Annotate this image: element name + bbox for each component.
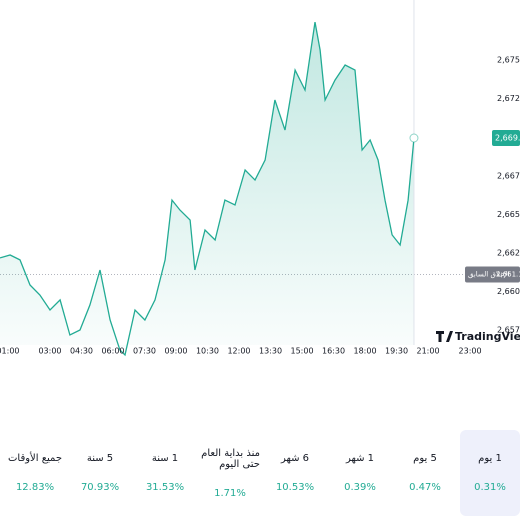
x-tick-label: 07:30 xyxy=(133,347,156,356)
period-tab[interactable]: منذ بداية العام حتى اليوم 1.71% xyxy=(200,430,260,516)
y-tick-label: 2,667.500 xyxy=(497,171,520,180)
period-change: 12.83% xyxy=(15,482,55,493)
price-line xyxy=(0,21,415,357)
x-tick-label: 06:00 xyxy=(101,347,124,356)
period-change: 0.31% xyxy=(474,482,506,493)
period-change: 0.47% xyxy=(409,482,441,493)
x-tick-label: 21:00 xyxy=(417,347,440,356)
prev-close-label: 2,661.105 xyxy=(496,271,520,279)
area-fill xyxy=(0,22,414,355)
y-tick-label: 2,657.500 xyxy=(497,326,520,335)
last-point xyxy=(409,133,419,143)
period-tab[interactable]: 5 يوم 0.47% xyxy=(395,430,455,516)
last-price-badge xyxy=(492,130,520,146)
period-label: 1 يوم xyxy=(478,453,502,464)
x-tick-label: 13:30 xyxy=(259,347,282,356)
period-tab[interactable]: 1 يوم 0.31% xyxy=(460,430,520,516)
period-change: 1.71% xyxy=(214,487,246,499)
y-tick-label: 2,665.000 xyxy=(497,210,520,219)
period-tab[interactable]: 5 سنة 70.93% xyxy=(70,430,130,516)
x-tick-label: 01:00 xyxy=(0,347,20,356)
x-tick-label: 23:00 xyxy=(459,347,482,356)
period-label: جميع الأوقات xyxy=(7,453,63,464)
period-label: 1 شهر xyxy=(345,453,375,464)
period-label: 6 شهر xyxy=(280,453,310,464)
prev-close-name: الإغلاق السابق xyxy=(468,271,510,279)
brand-text: TradingView xyxy=(455,330,520,343)
brand-icon xyxy=(436,331,453,342)
period-label: 5 يوم xyxy=(413,453,437,464)
x-tick-label: 12:00 xyxy=(227,347,250,356)
period-change: 0.39% xyxy=(344,482,376,493)
x-tick-label: 18:00 xyxy=(354,347,377,356)
period-label: 1 سنة xyxy=(151,453,179,464)
x-tick-label: 03:00 xyxy=(38,347,61,356)
x-tick-label: 10:30 xyxy=(196,347,219,356)
period-label: 5 سنة xyxy=(86,453,114,464)
x-tick-label: 19:30 xyxy=(385,347,408,356)
prev-close-badge xyxy=(465,266,520,283)
period-tab[interactable]: 1 سنة 31.53% xyxy=(135,430,195,516)
chart: 2,657.500 2,660.000 2,662.500 2,665.000 2,66… xyxy=(0,0,520,357)
period-tab[interactable]: 6 شهر 10.53% xyxy=(265,430,325,516)
period-tab[interactable]: 1 شهر 0.39% xyxy=(330,430,390,516)
x-tick-label: 15:00 xyxy=(290,347,313,356)
x-tick-label: 16:30 xyxy=(322,347,345,356)
performance-bar: 1 يوم 0.31% 5 يوم 0.47% 1 شهر 0.39% 6 شهر 10.53… xyxy=(0,430,520,518)
period-tab[interactable]: جميع الأوقات 12.83% xyxy=(5,430,65,516)
period-label: منذ بداية العام حتى اليوم xyxy=(201,447,260,470)
period-change: 70.93% xyxy=(80,482,120,493)
last-price-label: 2,669.950 xyxy=(495,134,520,143)
period-change: 10.53% xyxy=(275,482,315,493)
x-tick-label: 04:30 xyxy=(70,347,93,356)
y-tick-label: 2,672.500 xyxy=(497,94,520,103)
y-tick-label: 2,660.000 xyxy=(497,287,520,296)
y-tick-label: 2,675.000 xyxy=(497,56,520,65)
x-tick-label: 09:00 xyxy=(164,347,187,356)
period-change: 31.53% xyxy=(145,482,185,493)
y-tick-label: 2,662.500 xyxy=(497,249,520,258)
